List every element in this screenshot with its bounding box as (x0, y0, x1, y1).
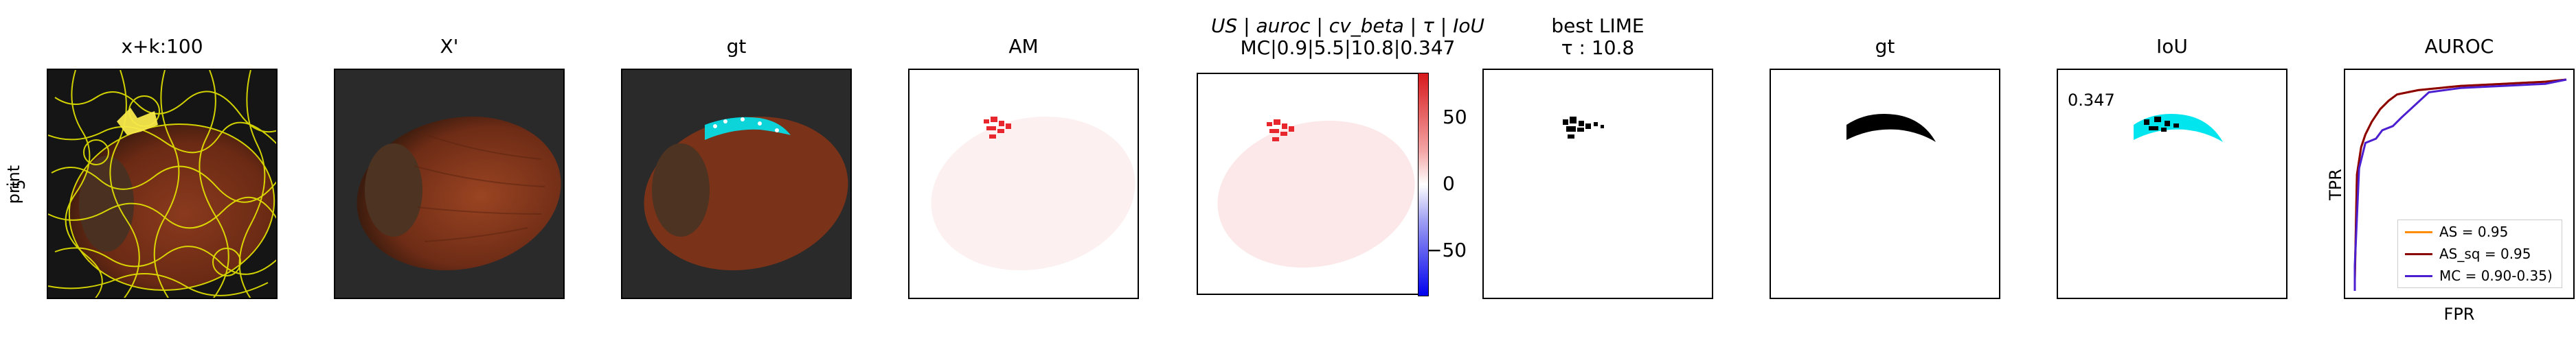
panel-title-us-line2: MC|0.9|5.5|10.8|0.347 (1240, 36, 1456, 59)
panel-title-am: AM (1008, 35, 1039, 58)
panel-input-image (334, 69, 565, 299)
row-label-number: 5 (10, 179, 29, 190)
colorbar-tick-neg50: −50 (1426, 239, 1467, 261)
auroc-legend: AS = 0.95 AS_sq = 0.95 MC = 0.90-0.35) (2397, 220, 2562, 288)
gt-overlay-image (644, 116, 848, 271)
panel-title-xprime: X' (440, 35, 459, 58)
panel-anomaly-map (908, 69, 1139, 299)
panel-title-gt-mask: gt (1875, 35, 1895, 58)
panel-title-lime-line1: best LIME (1551, 14, 1645, 37)
auroc-xlabel: FPR (2443, 305, 2475, 324)
panel-title-gt: gt (726, 35, 747, 58)
roc-plot (2353, 78, 2567, 291)
roc-series-1 (2353, 78, 2567, 281)
hazelnut-image (357, 116, 561, 271)
legend-swatch-as (2405, 230, 2432, 233)
lime-mask-image (1563, 117, 1604, 139)
panel-iou: 0.347 (2057, 69, 2287, 299)
panel-superpixels (47, 69, 278, 299)
colorbar-tick-50: 50 (1443, 106, 1467, 128)
panel-title-us-line1: US | auroc | cv_beta | τ | IoU (1211, 14, 1484, 37)
panel-title-iou: IoU (2156, 35, 2188, 58)
colorbar-tick-0: 0 (1443, 172, 1455, 195)
us-map-image (1217, 119, 1415, 268)
gt-mask-image (1846, 114, 1936, 142)
legend-swatch-as-sq (2405, 252, 2432, 255)
panel-title-xk: x+k:100 (121, 35, 203, 58)
legend-label-mc: MC = 0.90-0.35) (2439, 268, 2553, 284)
panel-title-auroc: AUROC (2424, 35, 2494, 58)
legend-swatch-mc (2405, 274, 2432, 277)
superpixel-image (48, 70, 276, 298)
panel-gt-mask (1770, 69, 2000, 299)
iou-image (2134, 114, 2223, 142)
panel-title-lime-line2: τ : 10.8 (1561, 36, 1635, 59)
panel-lime-mask (1482, 69, 1713, 299)
panel-gt-overlay (621, 69, 852, 299)
auroc-ylabel: TPR (2326, 169, 2345, 200)
panel-us-map (1197, 73, 1419, 295)
legend-label-as-sq: AS_sq = 0.95 (2439, 246, 2531, 262)
legend-label-as: AS = 0.95 (2439, 224, 2509, 240)
anomaly-map-image (931, 116, 1136, 271)
colorbar (1418, 73, 1429, 296)
iou-value: 0.347 (2068, 91, 2115, 110)
roc-series-2 (2353, 78, 2567, 291)
